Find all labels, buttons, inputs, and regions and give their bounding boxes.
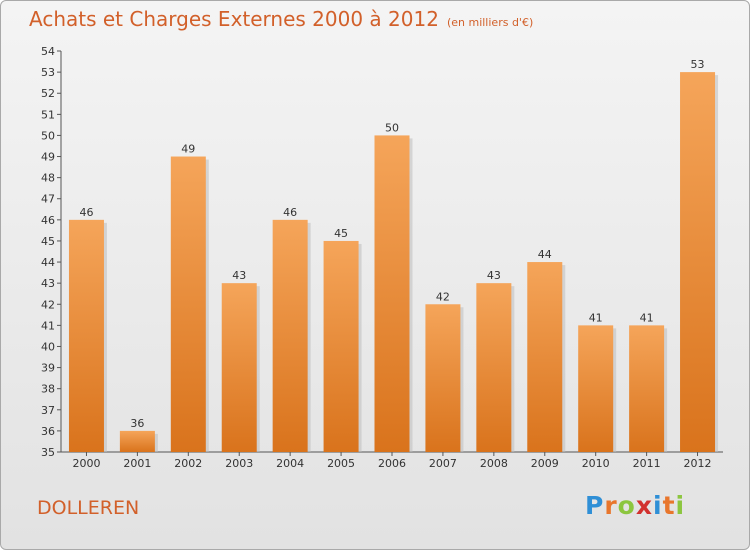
y-tick-label: 54	[41, 45, 55, 58]
x-tick-label: 2011	[633, 457, 661, 470]
y-tick-label: 37	[41, 404, 55, 417]
y-tick-label: 36	[41, 425, 55, 438]
logo-letter: i	[653, 491, 663, 520]
y-tick-label: 53	[41, 66, 55, 79]
x-tick-label: 2012	[684, 457, 712, 470]
bar-value-label: 44	[538, 248, 552, 261]
bar	[323, 240, 359, 452]
y-tick-label: 42	[41, 298, 55, 311]
bar	[425, 304, 461, 452]
y-tick-label: 49	[41, 151, 55, 164]
bar	[272, 219, 308, 452]
bar	[221, 283, 257, 452]
logo-letter: i	[675, 491, 686, 520]
bar-value-label: 43	[487, 269, 501, 282]
bar-value-label: 46	[79, 206, 93, 219]
x-tick-label: 2009	[531, 457, 559, 470]
bar-value-label: 49	[181, 143, 195, 156]
bar-value-label: 46	[283, 206, 297, 219]
bar-value-label: 36	[130, 417, 144, 430]
bar-value-label: 50	[385, 121, 399, 134]
y-tick-label: 45	[41, 235, 55, 248]
bar-value-label: 53	[691, 58, 705, 71]
x-tick-label: 2010	[582, 457, 610, 470]
bar	[170, 156, 206, 453]
bar	[680, 72, 716, 453]
x-tick-label: 2008	[480, 457, 508, 470]
y-tick-label: 44	[41, 256, 55, 269]
bar-value-label: 45	[334, 227, 348, 240]
chart-subtitle: (en milliers d'€)	[446, 16, 534, 29]
y-tick-label: 35	[41, 446, 55, 459]
x-tick-label: 2002	[174, 457, 202, 470]
logo-letter: r	[604, 491, 618, 520]
x-tick-label: 2003	[225, 457, 253, 470]
y-tick-label: 50	[41, 129, 55, 142]
x-tick-label: 2004	[276, 457, 304, 470]
logo-letter: t	[662, 491, 676, 520]
y-tick-label: 40	[41, 340, 55, 353]
commune-name: DOLLEREN	[37, 497, 140, 519]
proxiti-logo: Proxiti	[585, 491, 685, 520]
x-tick-label: 2007	[429, 457, 457, 470]
logo-letter: o	[617, 491, 636, 520]
chart-title-text: Achats et Charges Externes 2000 à 2012	[29, 7, 439, 31]
x-tick-label: 2000	[72, 457, 100, 470]
bar	[527, 262, 563, 452]
y-tick-label: 51	[41, 108, 55, 121]
logo-letter: P	[585, 491, 605, 520]
x-tick-label: 2006	[378, 457, 406, 470]
x-tick-label: 2005	[327, 457, 355, 470]
bar	[629, 325, 665, 452]
y-tick-label: 41	[41, 319, 55, 332]
y-tick-label: 52	[41, 87, 55, 100]
y-tick-label: 43	[41, 277, 55, 290]
bar	[374, 135, 410, 452]
x-tick-label: 2001	[123, 457, 151, 470]
y-tick-label: 48	[41, 172, 55, 185]
y-tick-label: 39	[41, 362, 55, 375]
y-tick-label: 46	[41, 214, 55, 227]
bar	[476, 283, 512, 452]
bar-value-label: 42	[436, 290, 450, 303]
y-tick-label: 47	[41, 193, 55, 206]
logo-letter: x	[635, 491, 653, 520]
chart-title: Achats et Charges Externes 2000 à 2012 (e…	[29, 7, 533, 31]
y-tick-label: 38	[41, 383, 55, 396]
bar-value-label: 43	[232, 269, 246, 282]
bar	[578, 325, 614, 452]
bar	[68, 219, 104, 452]
bar-value-label: 41	[589, 311, 603, 324]
bar-value-label: 41	[640, 311, 654, 324]
bar	[119, 430, 155, 452]
